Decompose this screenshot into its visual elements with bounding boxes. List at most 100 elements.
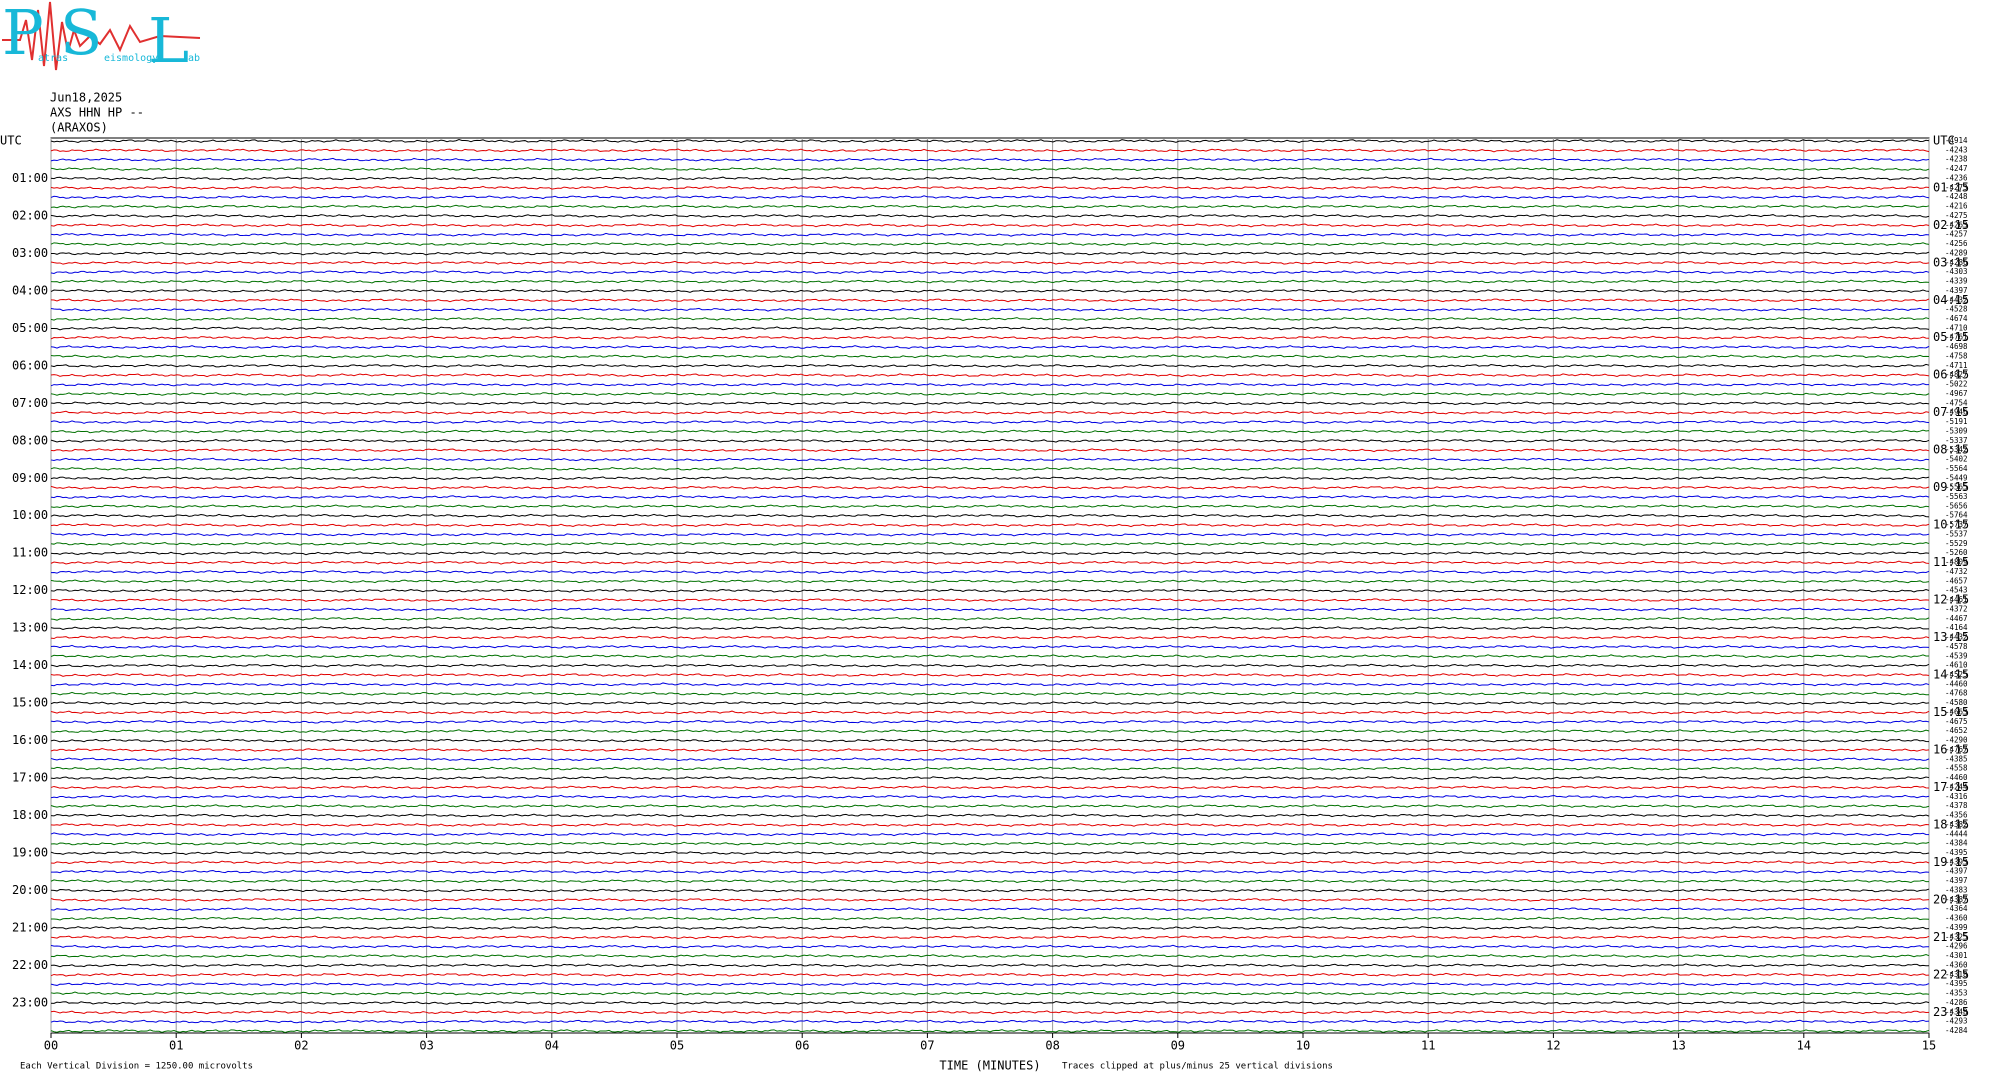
left-time-label: 06:00: [12, 358, 48, 372]
row-offset: -5309: [1945, 426, 1968, 435]
trace: [50, 494, 1930, 499]
row-offset: -4395: [1945, 979, 1968, 988]
row-offset: -4286: [1945, 258, 1968, 267]
date: Jun18,2025: [50, 91, 122, 105]
row-offset: -4296: [1945, 942, 1968, 951]
left-time-label: 11:00: [12, 546, 48, 560]
right-time-label: 12:15: [1933, 593, 1969, 607]
trace: [50, 345, 1930, 350]
trace: [50, 991, 1930, 996]
row-offset: -4286: [1945, 998, 1968, 1007]
row-offset: -4444: [1945, 829, 1968, 838]
row-offset: -4356: [1945, 811, 1968, 820]
right-time-label: 20:15: [1933, 892, 1969, 906]
row-offset: -4293: [1945, 1017, 1968, 1026]
row-offset: -4461: [1945, 595, 1968, 604]
trace: [50, 382, 1930, 387]
right-time-label: 16:15: [1933, 742, 1969, 756]
trace: [50, 335, 1930, 340]
trace: [50, 776, 1930, 781]
trace: [50, 523, 1930, 528]
trace: [50, 204, 1930, 209]
trace: [50, 157, 1930, 162]
trace: [50, 270, 1930, 275]
trace: [50, 260, 1930, 265]
logo-wave: [2, 1, 201, 71]
trace: [50, 916, 1930, 921]
logo-letter: P: [2, 0, 44, 69]
row-offset: -4460: [1945, 679, 1968, 688]
trace: [50, 841, 1930, 846]
right-time-label: 11:15: [1933, 555, 1969, 569]
trace: [50, 401, 1930, 406]
trace: [50, 457, 1930, 462]
row-offset: -4432: [1945, 295, 1968, 304]
trace: [50, 195, 1930, 200]
row-offset: -4528: [1945, 305, 1968, 314]
trace: [50, 598, 1930, 603]
trace: [50, 954, 1930, 959]
row-offset: -4273: [1945, 183, 1968, 192]
trace: [50, 448, 1930, 453]
x-tick-label: 02: [294, 1039, 308, 1053]
x-tick-label: 09: [1171, 1039, 1185, 1053]
row-offset: -4164: [1945, 623, 1968, 632]
right-time-label: 02:15: [1933, 218, 1969, 232]
trace: [50, 747, 1930, 752]
row-offset: -4325: [1945, 932, 1968, 941]
row-offset: -4525: [1945, 670, 1968, 679]
x-tick-label: 10: [1296, 1039, 1310, 1053]
row-offset: -4578: [1945, 642, 1968, 651]
trace: [50, 644, 1930, 649]
row-offset: -5260: [1945, 548, 1968, 557]
trace: [50, 822, 1930, 827]
trace: [50, 298, 1930, 303]
left-time-label: 19:00: [12, 846, 48, 860]
clip-note: Traces clipped at plus/minus 25 vertical…: [1062, 1062, 1333, 1072]
row-offset: -5449: [1945, 473, 1968, 482]
left-time-label: 21:00: [12, 920, 48, 934]
right-time-label: 23:15: [1933, 1005, 1969, 1019]
trace: [50, 654, 1930, 659]
trace: [50, 279, 1930, 284]
row-offset: -4387: [1945, 895, 1968, 904]
right-time-label: 10:15: [1933, 518, 1969, 532]
row-offset: -4539: [1945, 651, 1968, 660]
logo: [2, 1, 201, 71]
trace: [50, 532, 1930, 537]
left-time-label: 01:00: [12, 171, 48, 185]
row-offset: -4652: [1945, 726, 1968, 735]
trace: [50, 982, 1930, 987]
row-offset: -5563: [1945, 492, 1968, 501]
right-time-label: 18:15: [1933, 817, 1969, 831]
row-offset: -4610: [1945, 661, 1968, 670]
trace: [50, 420, 1930, 425]
trace: [50, 963, 1930, 968]
trace: [50, 616, 1930, 621]
x-tick-label: 05: [670, 1039, 684, 1053]
row-offset: -4397: [1945, 867, 1968, 876]
trace: [50, 354, 1930, 359]
x-tick-label: 12: [1546, 1039, 1560, 1053]
trace: [50, 363, 1930, 368]
left-time-label: 17:00: [12, 771, 48, 785]
row-offset: -4761: [1945, 333, 1968, 342]
row-offset: -4397: [1945, 876, 1968, 885]
trace: [50, 288, 1930, 293]
left-time-label: 20:00: [12, 883, 48, 897]
left-time-label: 08:00: [12, 433, 48, 447]
row-offset: -4914: [1945, 136, 1968, 145]
row-offset: -4754: [1945, 398, 1968, 407]
trace: [50, 729, 1930, 734]
row-offset: -4675: [1945, 717, 1968, 726]
row-offset: -4397: [1945, 286, 1968, 295]
x-axis-label: TIME (MINUTES): [939, 1059, 1040, 1073]
trace: [50, 710, 1930, 715]
left-time-label: UTC: [0, 134, 22, 148]
row-offset: -4558: [1945, 764, 1968, 773]
trace: [50, 888, 1930, 893]
left-time-label: 23:00: [12, 995, 48, 1009]
logo-word: eismology: [104, 53, 158, 64]
row-offset: -4663: [1945, 707, 1968, 716]
